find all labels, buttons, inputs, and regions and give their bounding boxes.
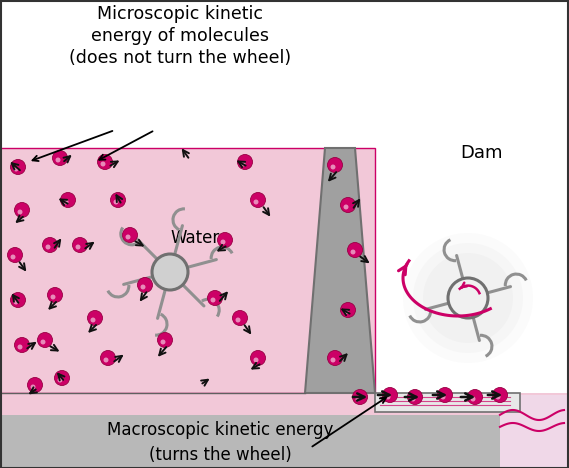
Circle shape bbox=[40, 339, 46, 344]
Circle shape bbox=[14, 203, 30, 218]
Text: (turns the wheel): (turns the wheel) bbox=[149, 446, 291, 464]
Circle shape bbox=[340, 302, 356, 317]
Bar bbox=[0, 415, 569, 468]
Circle shape bbox=[438, 388, 452, 402]
Circle shape bbox=[14, 300, 19, 305]
Circle shape bbox=[97, 154, 113, 169]
Circle shape bbox=[101, 351, 116, 366]
Bar bbox=[0, 393, 569, 415]
Circle shape bbox=[43, 237, 57, 253]
Circle shape bbox=[52, 151, 68, 166]
Circle shape bbox=[110, 192, 126, 207]
Circle shape bbox=[138, 278, 152, 292]
Circle shape bbox=[407, 389, 423, 404]
Circle shape bbox=[250, 351, 266, 366]
Circle shape bbox=[410, 396, 415, 402]
Circle shape bbox=[468, 389, 483, 404]
Circle shape bbox=[10, 255, 15, 259]
Text: Water: Water bbox=[170, 229, 220, 247]
Circle shape bbox=[47, 287, 63, 302]
Circle shape bbox=[152, 254, 188, 290]
Circle shape bbox=[254, 199, 258, 205]
Circle shape bbox=[348, 242, 362, 257]
Circle shape bbox=[471, 396, 476, 402]
Circle shape bbox=[158, 332, 172, 348]
Circle shape bbox=[237, 154, 253, 169]
Circle shape bbox=[331, 164, 336, 169]
Circle shape bbox=[440, 395, 446, 400]
Circle shape bbox=[344, 205, 348, 210]
Circle shape bbox=[233, 310, 248, 326]
Circle shape bbox=[14, 337, 30, 352]
Circle shape bbox=[76, 244, 80, 249]
Circle shape bbox=[250, 192, 266, 207]
Circle shape bbox=[51, 294, 56, 300]
Circle shape bbox=[56, 158, 60, 162]
Circle shape bbox=[64, 199, 68, 205]
Circle shape bbox=[46, 244, 51, 249]
Circle shape bbox=[351, 249, 356, 255]
Circle shape bbox=[160, 339, 166, 344]
Circle shape bbox=[10, 292, 26, 307]
Circle shape bbox=[55, 371, 69, 386]
Circle shape bbox=[31, 385, 35, 389]
Text: Macroscopic kinetic energy: Macroscopic kinetic energy bbox=[107, 421, 333, 439]
Circle shape bbox=[7, 248, 23, 263]
Bar bbox=[0, 148, 375, 393]
Text: Dam: Dam bbox=[460, 144, 502, 162]
Circle shape bbox=[38, 332, 52, 348]
Circle shape bbox=[104, 358, 109, 363]
Circle shape bbox=[10, 160, 26, 175]
Circle shape bbox=[60, 192, 76, 207]
Circle shape bbox=[328, 158, 343, 173]
Circle shape bbox=[382, 388, 398, 402]
Circle shape bbox=[57, 378, 63, 382]
Bar bbox=[500, 395, 569, 468]
Circle shape bbox=[72, 237, 88, 253]
Circle shape bbox=[328, 351, 343, 366]
Circle shape bbox=[493, 388, 508, 402]
Text: Microscopic kinetic
energy of molecules
(does not turn the wheel): Microscopic kinetic energy of molecules … bbox=[69, 5, 291, 67]
Circle shape bbox=[101, 161, 105, 167]
Circle shape bbox=[113, 199, 118, 205]
Circle shape bbox=[241, 161, 245, 167]
Circle shape bbox=[496, 395, 501, 400]
Circle shape bbox=[88, 310, 102, 326]
Circle shape bbox=[211, 298, 216, 302]
Circle shape bbox=[221, 240, 225, 244]
Circle shape bbox=[236, 317, 241, 322]
Circle shape bbox=[14, 167, 19, 171]
Circle shape bbox=[126, 234, 130, 240]
Circle shape bbox=[340, 197, 356, 212]
Bar bbox=[0, 415, 569, 468]
Circle shape bbox=[423, 253, 513, 343]
Circle shape bbox=[448, 278, 488, 318]
Circle shape bbox=[413, 243, 523, 353]
Circle shape bbox=[403, 233, 533, 363]
Polygon shape bbox=[305, 148, 375, 393]
Circle shape bbox=[18, 210, 23, 214]
Circle shape bbox=[90, 317, 96, 322]
Circle shape bbox=[208, 291, 222, 306]
Circle shape bbox=[344, 309, 348, 314]
Circle shape bbox=[141, 285, 146, 290]
Circle shape bbox=[353, 389, 368, 404]
Circle shape bbox=[356, 396, 361, 402]
Bar bbox=[375, 393, 520, 412]
Circle shape bbox=[386, 395, 390, 400]
Circle shape bbox=[27, 378, 43, 393]
Circle shape bbox=[122, 227, 138, 242]
Circle shape bbox=[331, 358, 336, 363]
Circle shape bbox=[18, 344, 23, 350]
Circle shape bbox=[254, 358, 258, 363]
Circle shape bbox=[217, 233, 233, 248]
